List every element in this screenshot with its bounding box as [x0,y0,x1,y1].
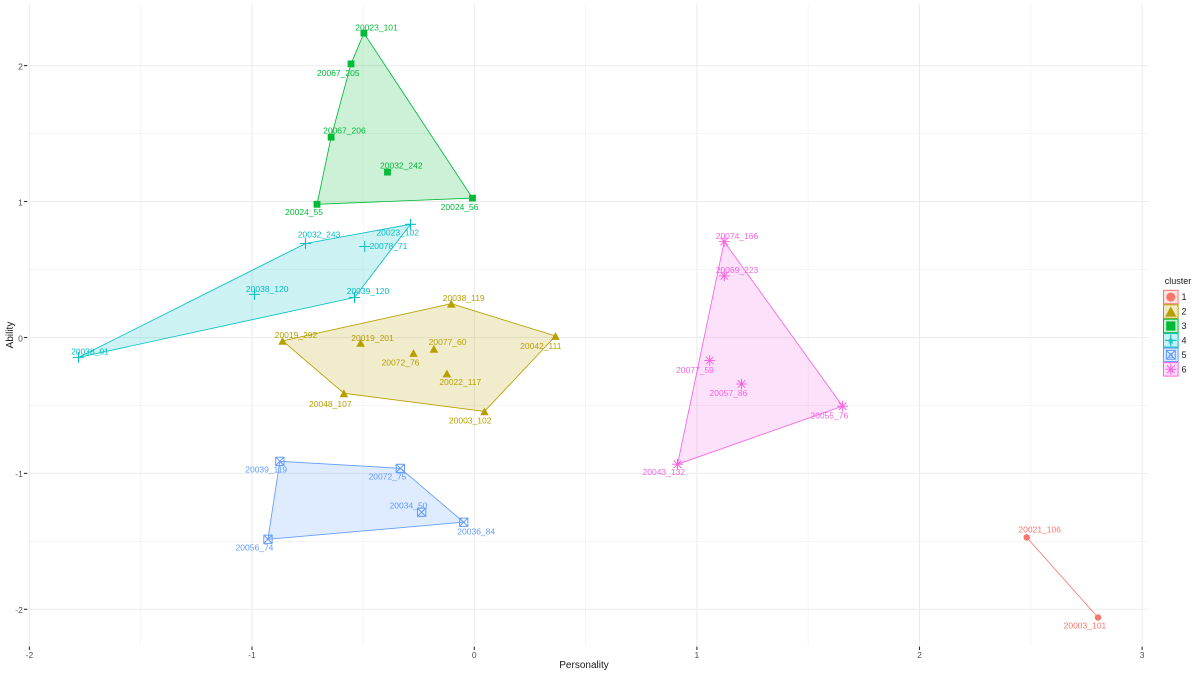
svg-text:20042_111: 20042_111 [520,341,562,351]
svg-text:20019_201: 20019_201 [351,333,394,343]
svg-text:20024_55: 20024_55 [285,207,323,217]
svg-text:20077_60: 20077_60 [429,337,467,347]
svg-text:20067_205: 20067_205 [317,68,360,78]
svg-text:4: 4 [1182,336,1187,346]
svg-text:20074_166: 20074_166 [716,231,759,241]
svg-text:0: 0 [18,333,23,343]
svg-text:20039_119: 20039_119 [245,464,287,474]
svg-text:-1: -1 [248,650,256,660]
svg-text:6: 6 [1182,365,1187,375]
svg-text:20022_117: 20022_117 [439,377,481,387]
svg-text:-2: -2 [26,650,34,660]
svg-text:20067_206: 20067_206 [323,125,366,135]
svg-text:20003_102: 20003_102 [449,416,492,426]
svg-text:20036_84: 20036_84 [457,526,495,536]
svg-text:20003_101: 20003_101 [1064,621,1107,631]
svg-text:20055_76: 20055_76 [810,410,848,420]
svg-text:3: 3 [1140,650,1145,660]
svg-text:20056_74: 20056_74 [236,543,274,553]
svg-text:20038_119: 20038_119 [443,293,485,303]
svg-text:20019_292: 20019_292 [275,330,318,340]
svg-text:20023_101: 20023_101 [355,22,398,32]
svg-text:1: 1 [1182,292,1187,302]
svg-text:20023_102: 20023_102 [376,228,419,238]
svg-text:2: 2 [917,650,922,660]
svg-text:-1: -1 [15,469,23,479]
svg-text:20039_120: 20039_120 [347,286,390,296]
svg-text:Ability: Ability [5,322,16,349]
svg-text:Personality: Personality [559,660,608,671]
svg-text:20069_223: 20069_223 [716,265,759,275]
svg-text:cluster: cluster [1165,276,1192,286]
svg-text:20072_76: 20072_76 [382,358,420,368]
svg-text:3: 3 [1182,321,1187,331]
svg-text:20048_107: 20048_107 [309,399,352,409]
svg-text:1: 1 [695,650,700,660]
svg-text:20057_86: 20057_86 [709,388,747,398]
svg-text:20078_71: 20078_71 [370,241,408,251]
svg-text:20021_106: 20021_106 [1018,525,1061,535]
svg-text:20024_56: 20024_56 [441,202,479,212]
svg-text:0: 0 [472,650,477,660]
svg-text:20038_91: 20038_91 [71,346,109,356]
svg-text:1: 1 [18,197,23,207]
svg-text:20032_242: 20032_242 [380,161,423,171]
svg-text:2: 2 [1182,307,1187,317]
svg-text:-2: -2 [15,605,23,615]
svg-text:20034_50: 20034_50 [390,500,428,510]
svg-text:20032_243: 20032_243 [298,229,341,239]
svg-text:20038_120: 20038_120 [246,284,289,294]
svg-text:20072_75: 20072_75 [369,472,407,482]
svg-text:5: 5 [1182,350,1187,360]
svg-text:20077_59: 20077_59 [676,365,714,375]
svg-text:2: 2 [18,61,23,71]
svg-text:20043_132: 20043_132 [643,467,686,477]
